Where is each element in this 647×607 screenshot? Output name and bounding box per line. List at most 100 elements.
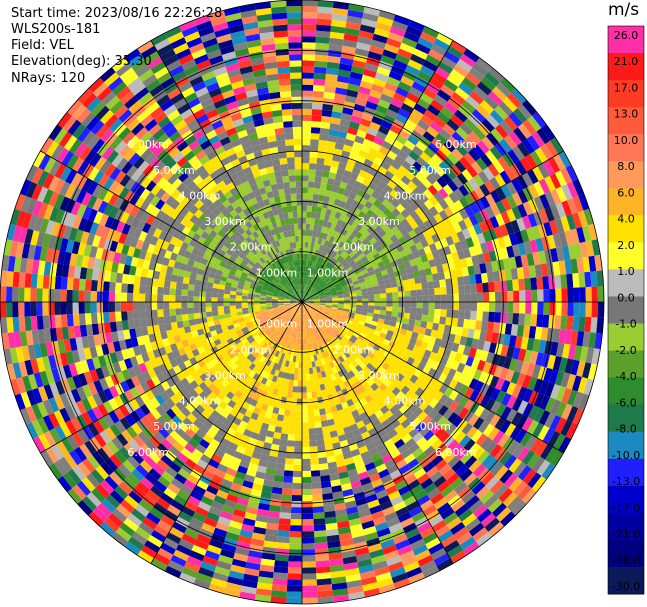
velocity-gate [399,42,415,54]
velocity-gate [306,392,313,399]
velocity-gate [364,276,371,282]
velocity-gate [370,259,378,267]
velocity-gate [457,249,466,260]
velocity-gate [235,298,242,302]
velocity-gate [302,404,308,411]
velocity-gate [500,406,512,420]
velocity-gate [480,76,496,91]
velocity-gate [566,405,579,423]
velocity-gate [306,278,310,285]
velocity-gate [366,233,374,242]
velocity-gate [157,286,164,295]
velocity-gate [468,413,480,427]
velocity-gate [434,309,441,317]
velocity-gate [333,318,340,324]
velocity-gate [453,211,464,223]
velocity-gate [558,151,572,168]
velocity-gate [585,286,592,302]
velocity-gate [302,90,314,97]
velocity-gate [310,139,319,146]
velocity-gate [427,226,437,237]
velocity-gate [394,170,405,180]
velocity-gate [375,104,388,115]
velocity-gate [314,415,321,423]
velocity-gate [327,317,334,322]
velocity-gate [541,463,556,480]
velocity-gate [558,231,568,247]
velocity-gate [302,446,310,453]
velocity-gate [311,274,316,281]
velocity-gate [443,79,459,92]
velocity-gate [428,49,444,62]
velocity-gate [370,212,379,222]
velocity-gate [410,383,420,394]
velocity-gate [346,257,354,264]
velocity-gate [382,370,392,379]
velocity-gate [313,512,325,520]
velocity-gate [311,236,316,243]
velocity-gate [302,368,306,375]
velocity-gate [428,336,437,345]
velocity-gate [367,308,375,314]
velocity-gate [390,316,398,323]
velocity-gate [326,262,333,270]
velocity-gate [339,267,346,274]
velocity-gate [437,271,446,281]
velocity-gate [338,299,345,302]
velocity-gate [403,312,411,319]
velocity-gate [386,292,393,298]
velocity-gate [582,225,592,242]
velocity-gate [314,66,327,74]
velocity-gate [290,410,297,417]
velocity-gate [235,302,242,306]
velocity-gate [506,382,517,396]
velocity-gate [163,315,171,324]
velocity-gate [181,295,188,302]
velocity-gate [473,417,485,430]
velocity-gate [478,220,489,233]
velocity-gate [307,304,314,307]
velocity-gate [314,237,320,244]
velocity-gate [438,161,451,173]
velocity-gate [339,156,349,165]
velocity-gate [475,157,488,171]
velocity-gate [320,302,327,305]
velocity-gate [413,226,423,236]
velocity-gate [337,291,344,295]
velocity-gate [349,326,356,333]
velocity-gate [380,343,389,351]
velocity-gate [302,132,311,140]
velocity-gate [523,241,533,255]
velocity-gate [302,48,316,55]
velocity-gate [336,255,343,262]
velocity-gate [512,443,525,459]
velocity-gate [335,315,342,320]
velocity-gate [528,326,537,339]
velocity-gate [364,262,372,270]
velocity-gate [403,335,412,344]
velocity-gate [326,254,332,262]
velocity-gate [309,434,317,441]
velocity-gate [312,103,323,110]
velocity-gate [313,299,320,301]
velocity-gate [319,251,325,258]
velocity-gate [302,440,310,447]
velocity-gate [480,242,489,254]
velocity-gate [319,306,326,310]
velocity-gate [487,427,500,441]
velocity-gate [408,165,420,177]
velocity-gate [474,211,485,224]
velocity-gate [495,124,509,139]
velocity-gate [133,275,141,285]
velocity-gate [325,234,332,242]
velocity-gate [345,183,354,192]
velocity-gate [330,323,337,329]
velocity-gate [372,344,381,352]
velocity-gate [412,250,421,259]
velocity-gate [217,293,224,298]
velocity-gate [312,494,323,501]
velocity-gate [114,292,121,302]
velocity-gate [193,307,200,314]
velocity-gate [326,280,333,286]
velocity-gate [594,332,603,350]
